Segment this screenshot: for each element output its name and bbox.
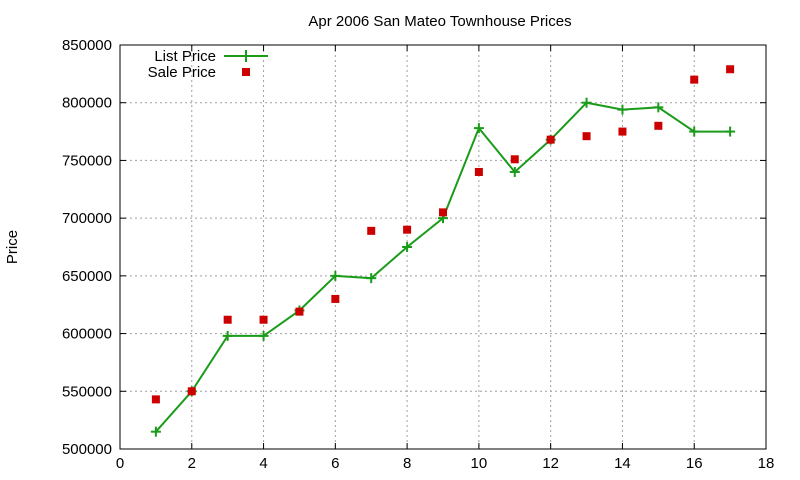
list-price-point	[473, 123, 484, 134]
sale-price-point	[546, 135, 555, 144]
sale-price-point	[223, 315, 232, 324]
sale-price-point	[582, 132, 591, 141]
y-tick-label: 650000	[62, 268, 112, 285]
x-tick-label: 6	[331, 455, 339, 472]
x-tick-label: 4	[259, 455, 267, 472]
y-tick-label: 500000	[62, 441, 112, 458]
sale-price-point	[726, 65, 735, 74]
legend: List Price Sale Price	[148, 48, 268, 81]
sale-price-point	[151, 395, 160, 404]
y-tick-label: 550000	[62, 383, 112, 400]
sale-price-point	[690, 75, 699, 84]
y-axis-title: Price	[4, 230, 21, 264]
list-price-point	[653, 102, 664, 113]
x-tick-label: 10	[471, 455, 488, 472]
list-price-point	[509, 166, 520, 177]
x-tick-label: 18	[758, 455, 775, 472]
list-price-point	[725, 126, 736, 137]
list-price-point	[150, 426, 161, 437]
sale-price-point	[367, 226, 376, 235]
sale-price-point	[618, 127, 627, 136]
sale-price-point	[187, 387, 196, 396]
x-tick-label: 0	[116, 455, 124, 472]
legend-label-sale-price: Sale Price	[148, 64, 216, 81]
sale-price-point	[654, 121, 663, 130]
sale-price-point	[510, 155, 519, 164]
y-tick-label: 850000	[62, 37, 112, 54]
y-tick-label: 800000	[62, 95, 112, 112]
chart-title: Apr 2006 San Mateo Townhouse Prices	[308, 13, 571, 30]
series-layer	[150, 65, 736, 437]
list-price-point	[330, 270, 341, 281]
list-price-line	[155, 101, 731, 433]
list-price-point	[402, 242, 413, 252]
y-tick-label: 700000	[62, 210, 112, 227]
list-price-point	[222, 330, 233, 341]
axis-ticks: 0 2 4 6 8 10 12 14 16 18 500000 550000 600000 650000 7…	[62, 37, 774, 472]
list-price-point	[581, 97, 592, 108]
legend-swatch-sale-price	[242, 68, 250, 76]
x-tick-label: 12	[542, 455, 559, 472]
list-price-point	[258, 330, 269, 341]
y-tick-label: 750000	[62, 152, 112, 169]
sale-price-point	[474, 167, 483, 176]
list-price-point	[689, 126, 700, 137]
sale-price-point	[331, 294, 340, 303]
sale-price-point	[259, 315, 268, 324]
x-tick-label: 8	[403, 455, 411, 472]
y-tick-label: 600000	[62, 326, 112, 343]
list-price-point	[366, 273, 377, 284]
list-price-point	[617, 104, 628, 115]
x-tick-label: 2	[188, 455, 196, 472]
legend-label-list-price: List Price	[154, 48, 216, 65]
x-tick-label: 14	[614, 455, 631, 472]
sale-price-point	[295, 307, 304, 316]
x-tick-label: 16	[686, 455, 703, 472]
sale-price-point	[439, 208, 447, 217]
legend-marker-list-price	[240, 50, 252, 62]
grid-lines	[120, 45, 766, 449]
sale-price-point	[403, 225, 412, 234]
plot-frame	[119, 44, 767, 450]
